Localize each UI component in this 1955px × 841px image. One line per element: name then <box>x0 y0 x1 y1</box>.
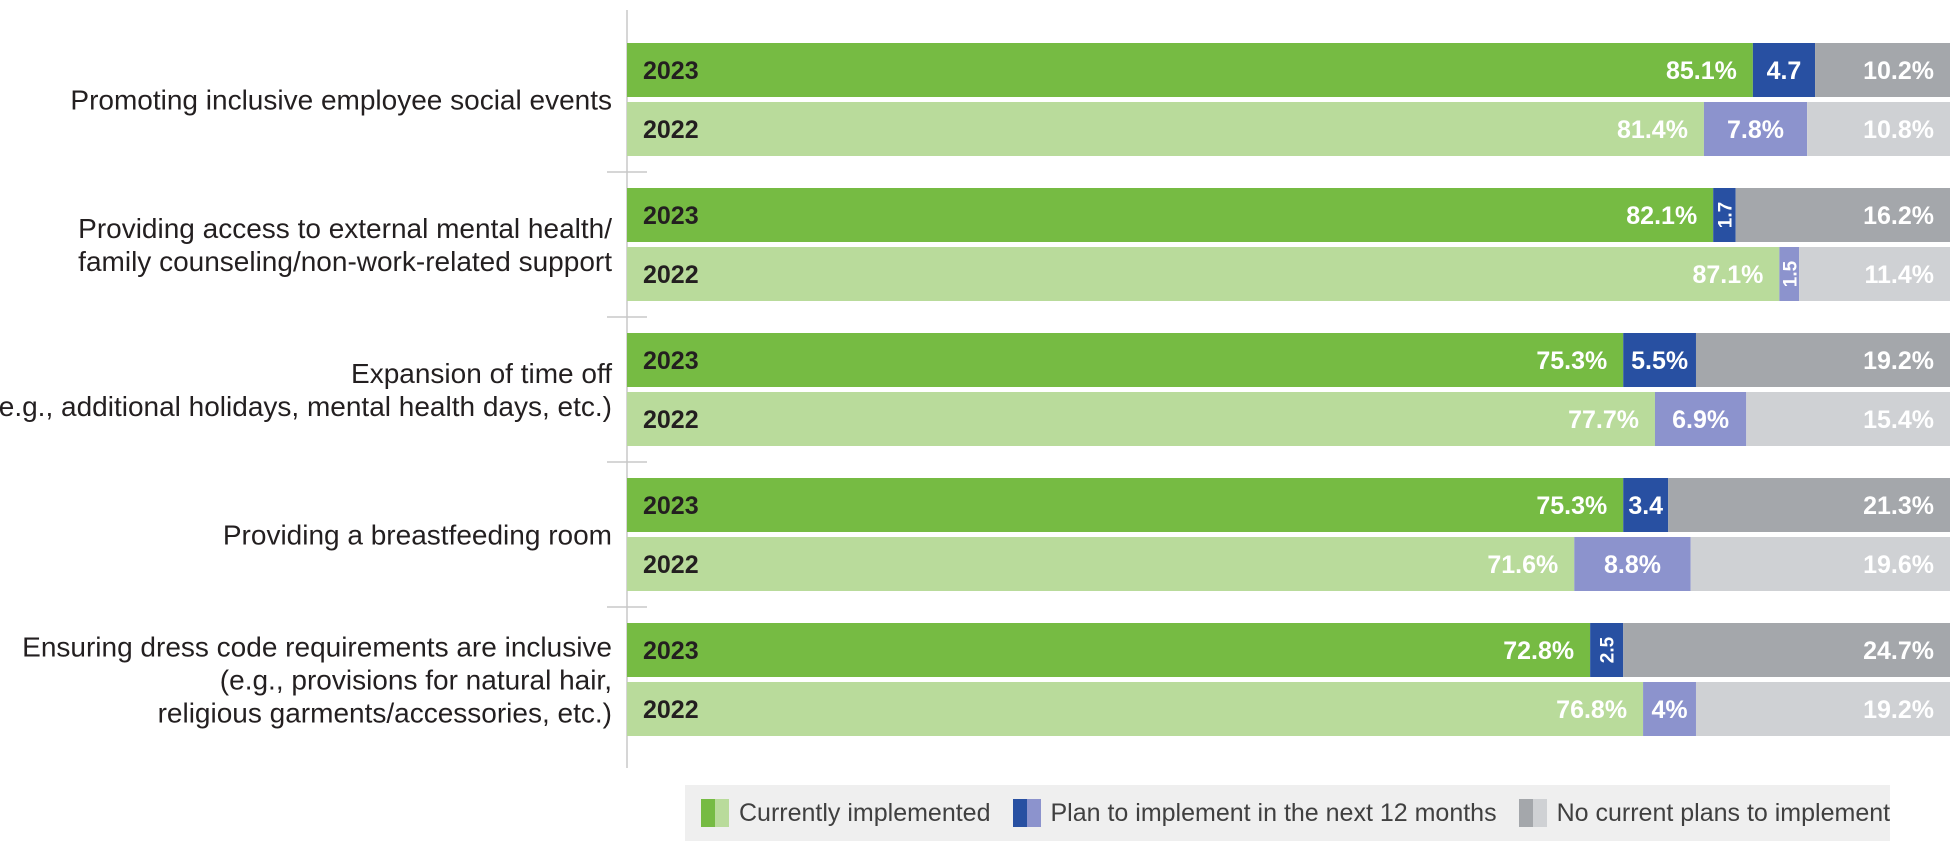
year-label: 2023 <box>643 637 699 665</box>
legend-item-plan-to-implement: Plan to implement in the next 12 months <box>1012 798 1497 828</box>
data-label: 3.4 <box>1628 492 1663 520</box>
data-label: 19.6% <box>1863 551 1934 579</box>
category-label: family counseling/non-work-related suppo… <box>78 246 612 277</box>
data-label: 5.5% <box>1631 347 1688 375</box>
legend-item-no-current-plans: No current plans to implement <box>1518 798 1891 828</box>
legend-swatch <box>1518 799 1547 827</box>
data-label: 75.3% <box>1536 347 1607 375</box>
bar-segment <box>627 188 1714 242</box>
bar-segment <box>627 682 1644 736</box>
data-label: 24.7% <box>1863 637 1934 665</box>
category-label: Providing access to external mental heal… <box>78 213 612 244</box>
bar-segment <box>1623 478 1669 532</box>
data-label: 82.1% <box>1626 202 1697 230</box>
bar-segment <box>1713 188 1736 242</box>
bar-segment <box>1752 43 1816 97</box>
bar-segment <box>627 43 1753 97</box>
year-label: 2022 <box>643 551 699 579</box>
chart-legend: Currently implemented Plan to implement … <box>685 785 1890 841</box>
bar-segment <box>1690 537 1950 591</box>
legend-label: Currently implemented <box>739 798 991 827</box>
year-label: 2023 <box>643 57 699 85</box>
category-label: Providing a breastfeeding room <box>223 520 612 551</box>
data-label: 2.5 <box>1598 636 1619 663</box>
bar-segment <box>1668 478 1950 532</box>
data-label: 21.3% <box>1863 492 1934 520</box>
bar-segment <box>627 333 1624 387</box>
data-label: 19.2% <box>1863 347 1934 375</box>
data-label: 11.4% <box>1864 261 1934 289</box>
data-label: 72.8% <box>1503 637 1574 665</box>
bar-segment <box>1695 333 1950 387</box>
data-label: 8.8% <box>1604 551 1661 579</box>
swatch-2023 <box>1012 799 1027 827</box>
swatch-2023 <box>701 799 715 827</box>
category-label: Promoting inclusive employee social even… <box>70 85 612 116</box>
bar-segment <box>1746 392 1950 446</box>
bar-segment <box>1695 682 1950 736</box>
data-label: 1.5 <box>1780 260 1801 287</box>
data-label: 4.7 <box>1767 57 1802 85</box>
data-label: 77.7% <box>1568 406 1639 434</box>
category-label: (e.g., additional holidays, mental healt… <box>0 391 612 422</box>
data-label: 19.2% <box>1863 696 1934 724</box>
year-label: 2022 <box>643 406 699 434</box>
data-label: 4% <box>1651 696 1687 724</box>
year-label: 2022 <box>643 696 699 724</box>
data-label: 10.8% <box>1863 116 1934 144</box>
bar-segment <box>627 478 1624 532</box>
year-label: 2023 <box>643 202 699 230</box>
bar-segment <box>1799 247 1950 301</box>
data-label: 6.9% <box>1672 406 1729 434</box>
bar-segment <box>1623 333 1696 387</box>
swatch-2022 <box>715 799 729 827</box>
category-label: (e.g., provisions for natural hair, <box>220 665 612 696</box>
legend-label: No current plans to implement <box>1556 798 1891 827</box>
legend-label: Plan to implement in the next 12 months <box>1050 798 1497 827</box>
year-label: 2022 <box>643 116 699 144</box>
bar-segment <box>627 623 1591 677</box>
category-label: Expansion of time off <box>351 358 612 389</box>
data-label: 81.4% <box>1617 116 1688 144</box>
bar-segment <box>1735 188 1950 242</box>
data-label: 10.2% <box>1863 57 1934 85</box>
year-label: 2023 <box>643 347 699 375</box>
swatch-2022 <box>1532 799 1547 827</box>
data-label: 7.8% <box>1727 116 1784 144</box>
category-label: religious garments/accessories, etc.) <box>158 698 612 729</box>
data-label: 16.2% <box>1863 202 1934 230</box>
bar-segment <box>1815 43 1950 97</box>
data-label: 87.1% <box>1692 261 1763 289</box>
bar-segment <box>1654 392 1747 446</box>
data-label: 71.6% <box>1487 551 1558 579</box>
year-label: 2023 <box>643 492 699 520</box>
bar-segment <box>627 247 1780 301</box>
data-label: 1.7 <box>1715 202 1736 228</box>
bar-segment <box>627 392 1655 446</box>
swatch-2023 <box>1518 799 1533 827</box>
legend-item-currently-implemented: Currently implemented <box>701 799 991 828</box>
bar-segment <box>627 537 1575 591</box>
bar-segment <box>1623 623 1950 677</box>
bar-segment <box>1703 102 1808 156</box>
data-label: 75.3% <box>1536 492 1607 520</box>
legend-swatch <box>701 799 729 827</box>
category-label: Ensuring dress code requirements are inc… <box>22 632 612 663</box>
bar-segment <box>1779 247 1800 301</box>
stacked-bar-chart: Promoting inclusive employee social even… <box>0 10 1950 768</box>
bar-segment <box>1643 682 1696 736</box>
swatch-2022 <box>1026 799 1041 827</box>
bar-segment <box>1590 623 1624 677</box>
bar-segment <box>627 102 1704 156</box>
data-label: 85.1% <box>1666 57 1737 85</box>
bar-segment <box>1574 537 1691 591</box>
bar-segment <box>1807 102 1950 156</box>
data-label: 76.8% <box>1556 696 1627 724</box>
data-label: 15.4% <box>1863 406 1934 434</box>
legend-swatch <box>1012 799 1041 827</box>
year-label: 2022 <box>643 261 699 289</box>
